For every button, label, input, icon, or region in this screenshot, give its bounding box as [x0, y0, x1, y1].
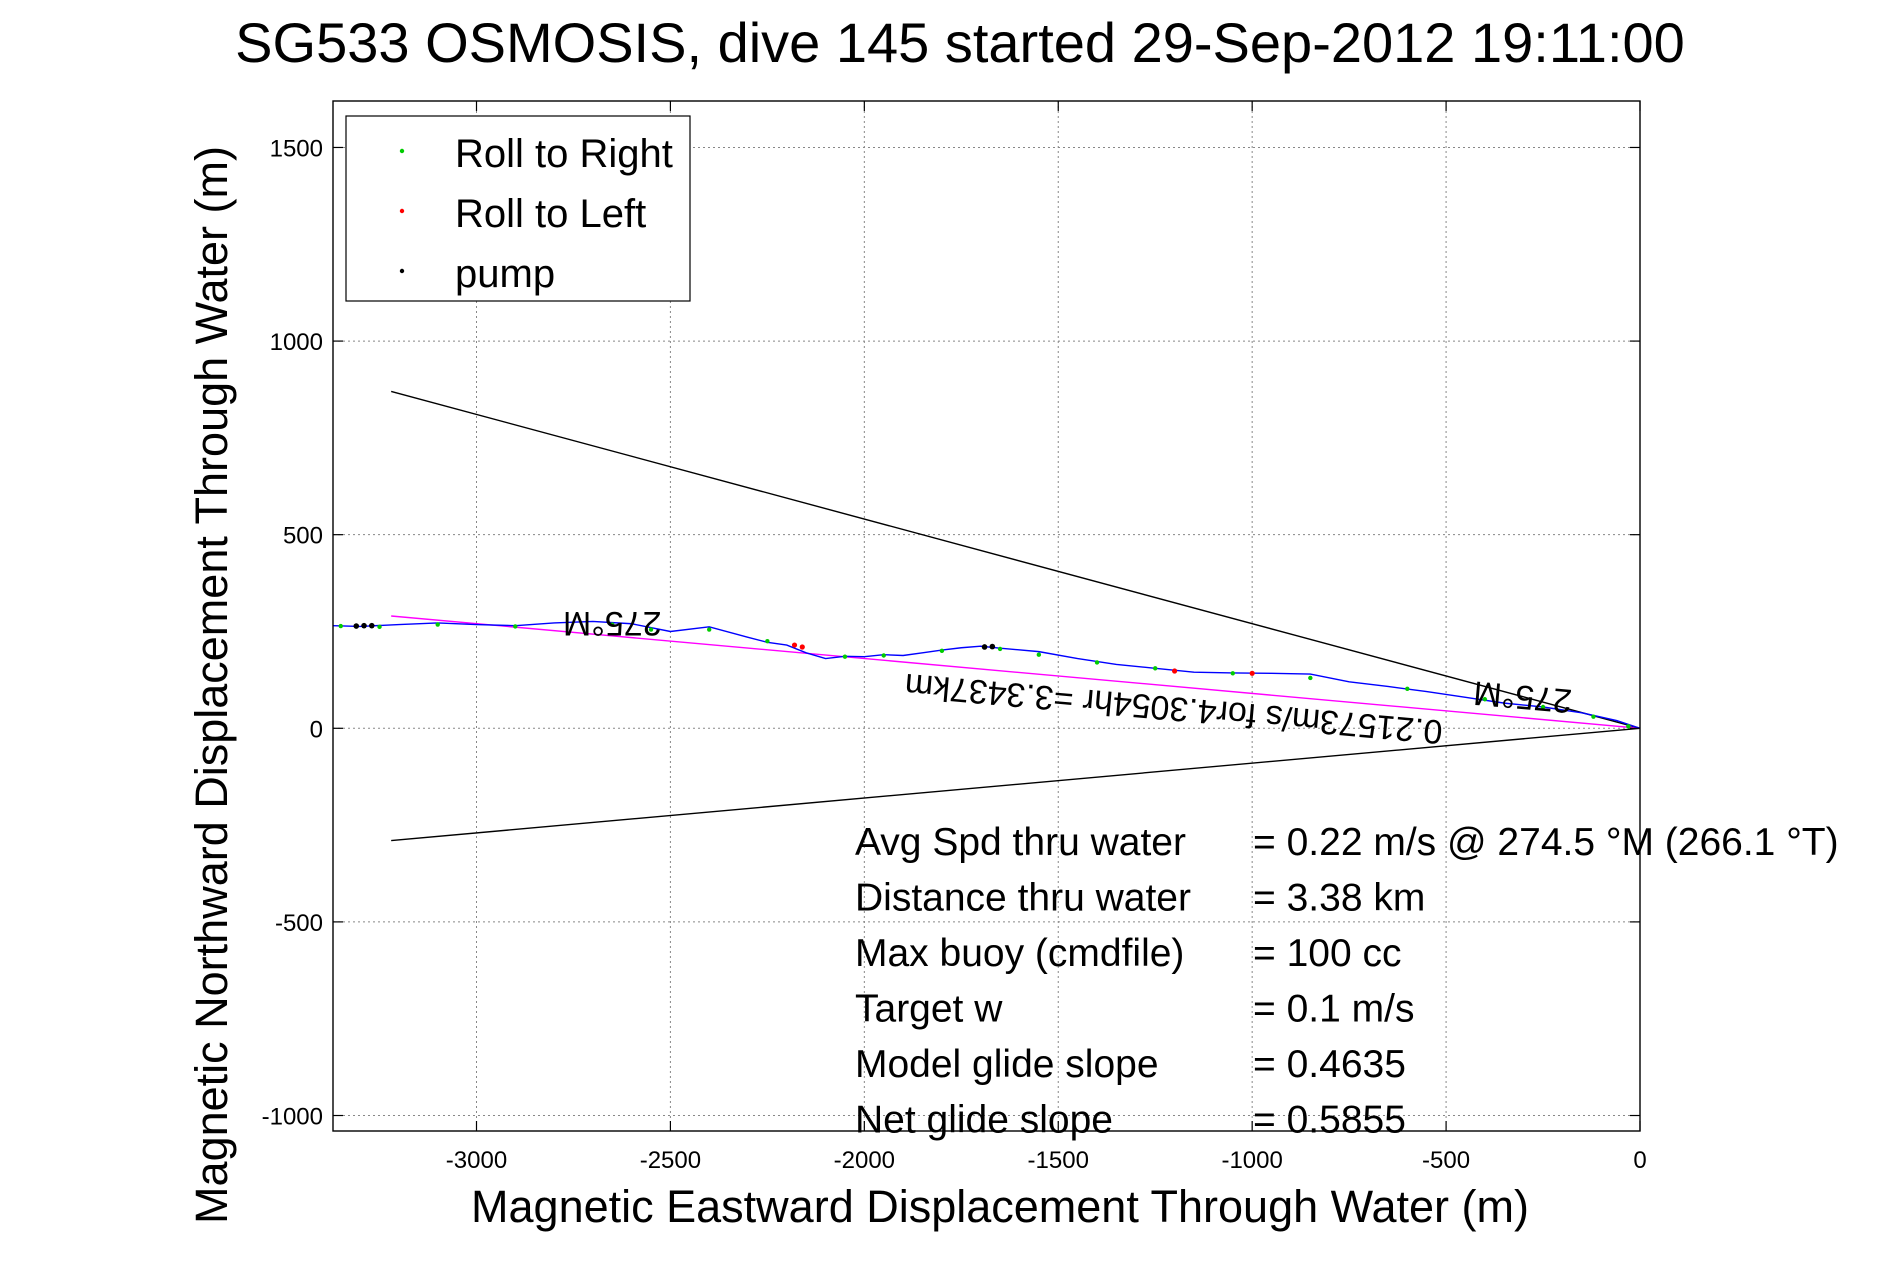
y-tick-label: 0	[310, 716, 323, 743]
tick-layer: -3000 -2500 -2000 -1500 -1000 -500 0 -1000 -500 0…	[262, 101, 1647, 1174]
x-axis-label: Magnetic Eastward Displacement Through W…	[471, 1181, 1529, 1232]
roll-right-point	[1482, 697, 1488, 702]
x-tick-label: -3000	[446, 1147, 507, 1174]
legend-marker	[399, 148, 405, 154]
roll-right-point	[1405, 686, 1410, 691]
heading-annotation: 275°M	[563, 604, 662, 642]
y-tick-label: -1000	[262, 1104, 323, 1131]
roll-right-point	[1153, 666, 1158, 671]
pump-point	[361, 622, 367, 629]
roll-right-point	[997, 646, 1003, 652]
stat-label: Max buoy (cmdfile)	[855, 932, 1184, 975]
legend: Roll to Right Roll to Left pump	[345, 115, 691, 302]
x-tick-label: -2500	[640, 1147, 701, 1174]
guide-lines	[390, 390, 1641, 842]
roll-left-point	[1171, 668, 1178, 674]
x-tick-label: 0	[1633, 1147, 1646, 1174]
stat-value: = 0.4635	[1253, 1043, 1406, 1086]
roll-right-point	[842, 654, 848, 659]
roll-right-point	[610, 622, 615, 627]
axes-frame	[332, 100, 1641, 1132]
mean-heading-line	[391, 615, 1641, 729]
pump-point	[989, 643, 996, 650]
x-tick-label: -1000	[1221, 1147, 1282, 1174]
y-axis-label: Magnetic Northward Displacement Through …	[186, 146, 237, 1224]
roll-right-point	[513, 624, 518, 629]
roll-right-point	[1036, 652, 1042, 657]
dive-track-line	[332, 620, 1641, 729]
chart-title: SG533 OSMOSIS, dive 145 started 29-Sep-2…	[235, 11, 1685, 74]
roll-right-point	[1094, 660, 1100, 665]
roll-left-point	[791, 642, 798, 648]
stat-label: Net glide slope	[855, 1099, 1113, 1142]
pump-point	[981, 644, 988, 650]
x-tick-label: -500	[1422, 1147, 1470, 1174]
roll-left-point	[799, 644, 805, 650]
stat-label: Distance thru water	[855, 877, 1191, 920]
roll-right-point	[1308, 675, 1313, 681]
roll-left-point	[1249, 670, 1255, 676]
stats-block: Avg Spd thru water = 0.22 m/s @ 274.5 °M …	[855, 821, 1839, 1142]
roll-right-point	[1591, 714, 1596, 719]
y-tick-label: 1000	[270, 329, 323, 356]
roll-right-point	[1626, 724, 1631, 729]
stat-value: = 0.22 m/s @ 274.5 °M (266.1 °T)	[1253, 821, 1839, 864]
lower-envelope-line	[391, 727, 1641, 842]
roll-right-point	[765, 638, 770, 644]
pump-point	[353, 623, 360, 629]
upper-envelope-line	[390, 390, 1641, 729]
roll-right-point	[338, 623, 343, 629]
stat-label: Target w	[855, 988, 1003, 1031]
stat-label: Model glide slope	[855, 1043, 1159, 1086]
x-tick-label: -2000	[834, 1147, 895, 1174]
stat-value: = 0.5855	[1253, 1099, 1406, 1142]
legend-label: pump	[455, 252, 555, 296]
stat-value: = 0.1 m/s	[1253, 988, 1414, 1031]
legend-marker	[399, 268, 405, 274]
roll-right-point	[1230, 671, 1235, 676]
roll-right-point	[881, 653, 886, 658]
roll-right-point	[939, 648, 945, 654]
heading-annotation: 275°M	[1472, 673, 1574, 719]
stat-value: = 3.38 km	[1253, 877, 1425, 920]
roll-right-point	[435, 622, 440, 627]
y-tick-label: 1500	[270, 135, 323, 162]
legend-label: Roll to Right	[455, 132, 673, 176]
y-tick-label: 500	[283, 523, 323, 550]
series-layer	[332, 620, 1641, 729]
stat-value: = 100 cc	[1253, 932, 1402, 975]
pump-point	[368, 622, 375, 629]
roll-right-point	[377, 624, 382, 630]
x-tick-label: -1500	[1028, 1147, 1089, 1174]
stat-label: Avg Spd thru water	[855, 821, 1186, 864]
y-tick-label: -500	[275, 910, 323, 937]
legend-label: Roll to Left	[455, 192, 646, 236]
roll-right-point	[706, 627, 712, 632]
roll-right-point	[648, 627, 654, 632]
legend-marker	[399, 208, 405, 214]
roll-right-point	[1540, 704, 1546, 710]
